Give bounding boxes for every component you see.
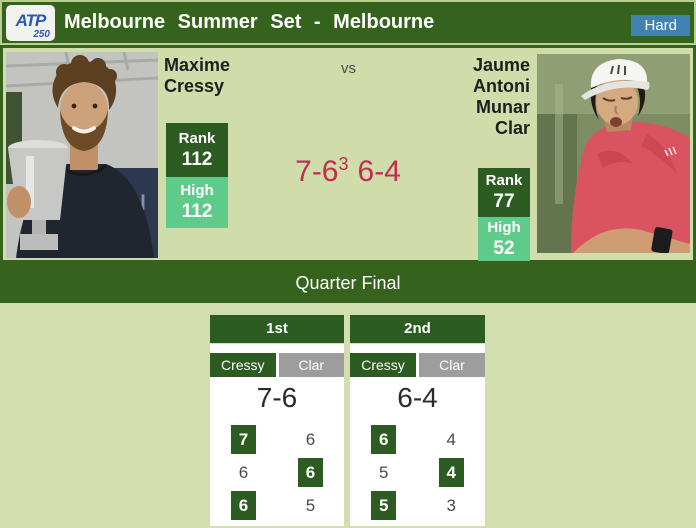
results-section: 1st Cressy Clar 7-6 7 6 6 6 xyxy=(0,303,696,528)
player-right-high-box: High 52 xyxy=(478,217,530,261)
game-score-p2: 6 xyxy=(298,458,323,487)
player-right-rank-box: Rank 77 xyxy=(478,168,530,217)
high-value: 112 xyxy=(181,201,213,222)
game-cell-p2: 4 xyxy=(418,425,486,454)
player-left-photo-illustration: N xyxy=(6,52,158,258)
player-left-name-line-2: Cressy xyxy=(164,76,225,96)
games-list: 6 4 5 4 5 3 xyxy=(350,423,485,522)
player-left-photo: N xyxy=(6,52,158,258)
game-cell-p1: 5 xyxy=(350,491,418,520)
tab-clar[interactable]: Clar xyxy=(419,353,485,377)
set-column-1: 1st Cressy Clar 7-6 7 6 6 6 xyxy=(210,315,344,526)
set-body-1st: Cressy Clar 7-6 7 6 6 6 6 5 xyxy=(210,344,344,526)
game-row: 5 4 xyxy=(350,456,485,489)
atp-logo-text: ATP xyxy=(15,11,47,30)
match-panel: N Maxime Cressy xyxy=(0,45,696,263)
player-tabs: Cressy Clar xyxy=(350,353,485,377)
game-row: 6 4 xyxy=(350,423,485,456)
game-cell-p2: 3 xyxy=(418,491,486,520)
high-value: 52 xyxy=(493,237,515,259)
atp-250-logo: ATP 250 xyxy=(6,5,55,41)
round-banner: Quarter Final xyxy=(0,263,696,303)
player-right-photo xyxy=(537,54,690,253)
game-score-p2: 4 xyxy=(446,430,456,449)
tiebreak-superscript: 3 xyxy=(338,154,349,174)
tab-cressy[interactable]: Cressy xyxy=(350,353,416,377)
game-cell-p2: 6 xyxy=(277,425,344,454)
set-header-1st: 1st xyxy=(210,315,344,343)
player-left-name-line-1: Maxime xyxy=(164,55,231,75)
games-list: 7 6 6 6 6 5 xyxy=(210,423,344,522)
game-row: 6 5 xyxy=(210,489,344,522)
rank-label: Rank xyxy=(485,172,523,189)
set-column-2: 2nd Cressy Clar 6-4 6 4 5 4 xyxy=(350,315,485,526)
match-score: 7-63 6-4 xyxy=(295,154,401,189)
game-score-p1: 5 xyxy=(371,491,397,520)
game-cell-p1: 5 xyxy=(350,458,418,487)
score-first-set: 7-6 xyxy=(295,155,339,188)
player-left-high-box: High 112 xyxy=(166,177,228,228)
player-right-name: Jaume Antoni Munar Clar xyxy=(473,55,530,139)
game-cell-p1: 7 xyxy=(210,425,277,454)
score-second-set: 6-4 xyxy=(357,155,401,188)
game-score-p1: 5 xyxy=(379,463,389,482)
rank-value: 112 xyxy=(181,148,213,170)
rank-label: Rank xyxy=(178,129,216,147)
game-row: 5 3 xyxy=(350,489,485,522)
set-score: 6-4 xyxy=(397,382,438,413)
tournament-title: Melbourne Summer Set - Melbourne xyxy=(64,11,435,33)
game-row: 6 6 xyxy=(210,456,344,489)
tab-clar[interactable]: Clar xyxy=(278,353,344,377)
rank-value: 77 xyxy=(493,191,515,212)
player-right-name-line-3: Munar xyxy=(476,97,530,117)
high-label: High xyxy=(487,218,521,236)
high-label: High xyxy=(180,182,214,199)
game-score-p1: 6 xyxy=(231,491,256,520)
game-score-p2: 3 xyxy=(446,496,456,515)
game-score-p1: 6 xyxy=(238,463,249,482)
tab-cressy[interactable]: Cressy xyxy=(210,353,276,377)
player-right-photo-illustration xyxy=(537,54,690,253)
vs-label: vs xyxy=(341,60,356,77)
player-right-name-line-4: Clar xyxy=(494,118,530,138)
game-cell-p1: 6 xyxy=(210,491,277,520)
set-score: 7-6 xyxy=(256,382,298,413)
game-score-p1: 7 xyxy=(231,425,256,454)
header-bar: ATP 250 Melbourne Summer Set - Melbourne… xyxy=(0,0,696,45)
game-cell-p2: 5 xyxy=(277,491,344,520)
game-score-p1: 6 xyxy=(371,425,397,454)
game-cell-p2: 6 xyxy=(277,458,344,487)
game-row: 7 6 xyxy=(210,423,344,456)
player-right-name-line-1: Jaume xyxy=(472,55,530,75)
game-score-p2: 5 xyxy=(305,496,316,515)
atp-logo-tier: 250 xyxy=(33,29,50,40)
game-score-p2: 4 xyxy=(438,458,464,487)
player-right-name-line-2: Antoni xyxy=(473,76,530,96)
game-score-p2: 6 xyxy=(305,430,316,449)
set-header-2nd: 2nd xyxy=(350,315,485,343)
game-cell-p2: 4 xyxy=(418,458,486,487)
player-left-rank-box: Rank 112 xyxy=(166,123,228,177)
surface-badge: Hard xyxy=(631,15,690,36)
set-body-2nd: Cressy Clar 6-4 6 4 5 4 5 3 xyxy=(350,344,485,526)
game-cell-p1: 6 xyxy=(350,425,418,454)
player-left-name: Maxime Cressy xyxy=(164,55,230,97)
player-tabs: Cressy Clar xyxy=(210,353,344,377)
game-cell-p1: 6 xyxy=(210,458,277,487)
